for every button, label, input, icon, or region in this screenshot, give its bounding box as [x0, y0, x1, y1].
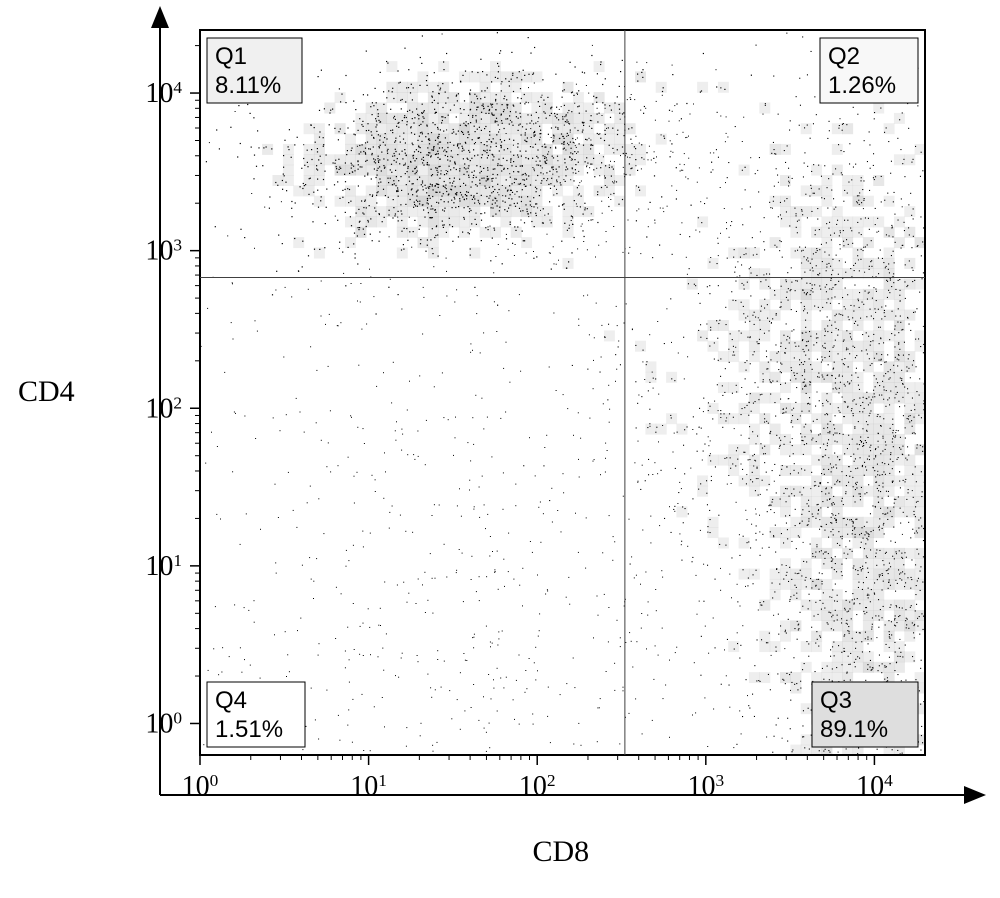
flow-cytometry-plot: 100101102103104100101102103104Q18.11%Q21…	[0, 0, 1000, 898]
y-tick-label: 100	[145, 708, 182, 740]
quadrant-pct-Q2: 1.26%	[828, 72, 896, 99]
x-tick-label: 101	[350, 771, 387, 803]
y-tick-label: 104	[145, 78, 182, 110]
y-axis-label: CD4	[18, 375, 75, 409]
y-tick-label: 101	[145, 550, 182, 582]
y-tick-label: 103	[145, 235, 182, 267]
x-tick-label: 103	[687, 771, 724, 803]
y-tick-label: 102	[145, 393, 182, 425]
x-tick-label: 104	[856, 771, 893, 803]
density-shade-layer	[262, 61, 926, 756]
quadrant-name-Q3: Q3	[820, 687, 852, 714]
quadrant-pct-Q3: 89.1%	[820, 716, 888, 743]
quadrant-name-Q1: Q1	[215, 43, 247, 70]
x-tick-label: 102	[519, 771, 556, 803]
quadrant-pct-Q4: 1.51%	[215, 716, 283, 743]
quadrant-name-Q2: Q2	[828, 43, 860, 70]
quadrant-name-Q4: Q4	[215, 687, 247, 714]
x-axis-label: CD8	[533, 835, 590, 869]
quadrant-pct-Q1: 8.11%	[215, 72, 281, 99]
x-tick-label: 100	[182, 771, 219, 803]
